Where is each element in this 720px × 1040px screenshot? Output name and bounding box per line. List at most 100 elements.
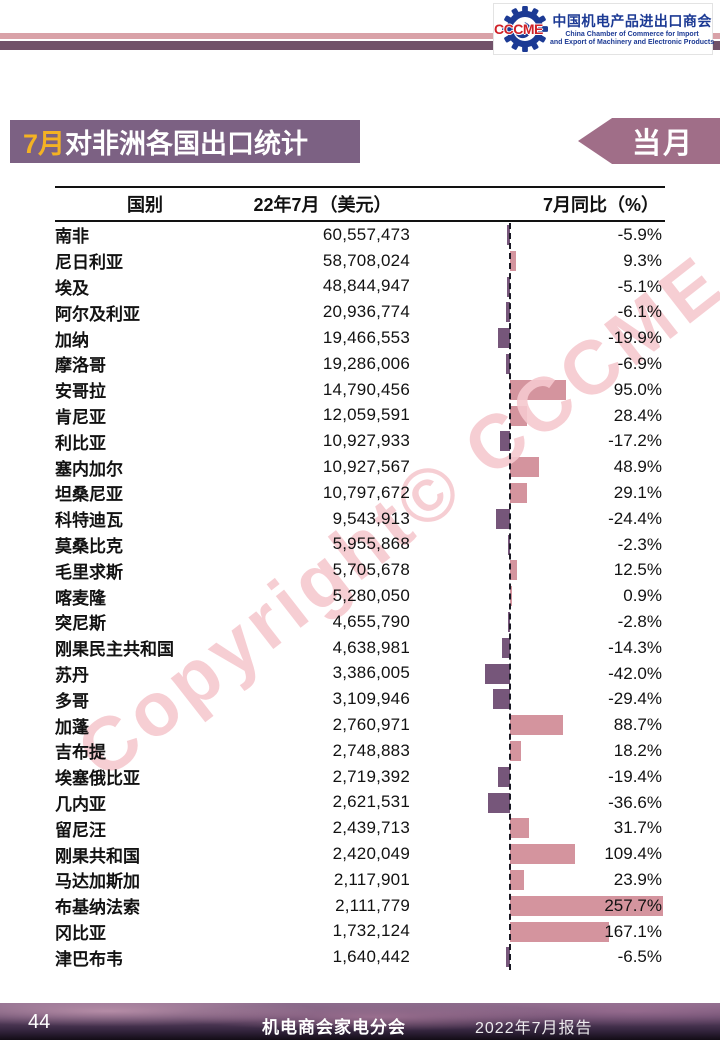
yoy-bar (498, 328, 510, 349)
pct-cell: 23.9% (613, 869, 662, 889)
country-cell: 坦桑尼亚 (55, 485, 123, 505)
pct-cell: 167.1% (604, 921, 662, 941)
value-cell: 3,109,946 (332, 689, 410, 709)
gear-logo-icon: CCCME (494, 5, 550, 53)
pct-cell: -6.5% (617, 947, 662, 967)
page-footer: 44 机电商会家电分会 2022年7月报告 (0, 1003, 720, 1040)
country-cell: 利比亚 (55, 433, 106, 453)
value-cell: 2,111,779 (335, 895, 410, 915)
pct-cell: 257.7% (604, 895, 662, 915)
pct-cell: -5.9% (617, 225, 662, 244)
table-row: 留尼汪 2,439,713 31.7% (55, 815, 665, 841)
country-cell: 安哥拉 (55, 382, 106, 402)
yoy-bar-cell: -2.3% (410, 532, 665, 558)
table-row: 南非 60,557,473 -5.9% (55, 222, 665, 248)
yoy-bar-cell: -2.8% (410, 609, 665, 635)
country-cell: 毛里求斯 (55, 562, 123, 582)
pct-cell: 9.3% (623, 250, 662, 270)
yoy-bar-cell: 48.9% (410, 454, 665, 480)
yoy-bar (488, 792, 510, 813)
country-cell: 加纳 (55, 330, 89, 350)
yoy-bar-cell: 95.0% (410, 377, 665, 403)
country-cell: 尼日利亚 (55, 253, 123, 273)
pct-cell: 109.4% (604, 844, 662, 864)
page-number: 44 (28, 1011, 51, 1033)
table-row: 摩洛哥 19,286,006 -6.9% (55, 351, 665, 377)
value-cell: 19,286,006 (322, 353, 410, 373)
yoy-bar (506, 947, 510, 968)
pct-cell: -36.6% (608, 792, 662, 812)
footer-branch-name: 机电商会家电分会 (262, 1018, 406, 1037)
logo-chinese-name: 中国机电产品进出口商会 (552, 12, 712, 29)
yoy-bar (510, 405, 527, 426)
value-cell: 1,732,124 (332, 921, 410, 941)
cccme-acronym: CCCME (494, 21, 543, 37)
table-row: 刚果共和国 2,420,049 109.4% (55, 841, 665, 867)
table-row: 突尼斯 4,655,790 -2.8% (55, 609, 665, 635)
yoy-bar (510, 844, 575, 865)
country-cell: 科特迪瓦 (55, 511, 123, 531)
yoy-bar (510, 482, 528, 503)
table-row: 阿尔及利亚 20,936,774 -6.1% (55, 299, 665, 325)
country-cell: 吉布提 (55, 743, 106, 763)
country-cell: 突尼斯 (55, 614, 106, 634)
top-stripe-purple (0, 41, 720, 50)
pct-cell: -29.4% (608, 689, 662, 709)
top-stripe-pink (0, 33, 720, 39)
table-header: 国别 22年7月（美元） 7月同比（%） (55, 186, 665, 222)
yoy-bar (506, 225, 510, 245)
country-cell: 阿尔及利亚 (55, 304, 140, 324)
country-cell: 马达加斯加 (55, 872, 140, 892)
section-title-bar: 7月 对非洲各国出口统计 (10, 120, 360, 163)
yoy-bar (495, 508, 510, 529)
pct-cell: 12.5% (613, 560, 662, 580)
logo-english-line2: and Export of Machinery and Electronic P… (550, 39, 715, 46)
value-cell: 60,557,473 (322, 224, 410, 244)
country-cell: 塞内加尔 (55, 459, 123, 479)
value-cell: 2,748,883 (332, 740, 410, 760)
yoy-bar-cell: 9.3% (410, 248, 665, 274)
table-row: 尼日利亚 58,708,024 9.3% (55, 248, 665, 274)
yoy-bar (510, 586, 512, 607)
yoy-bar-cell: 23.9% (410, 867, 665, 893)
value-cell: 58,708,024 (322, 250, 410, 270)
value-cell: 20,936,774 (322, 302, 410, 322)
country-cell: 南非 (55, 227, 89, 247)
country-cell: 留尼汪 (55, 820, 106, 840)
yoy-bar-cell: -29.4% (410, 686, 665, 712)
pct-cell: -42.0% (608, 663, 662, 683)
value-cell: 2,719,392 (332, 766, 410, 786)
pct-cell: 95.0% (613, 379, 662, 399)
yoy-bar-cell: 0.9% (410, 583, 665, 609)
table-row: 津巴布韦 1,640,442 -6.5% (55, 944, 665, 970)
table-row: 利比亚 10,927,933 -17.2% (55, 428, 665, 454)
value-cell: 19,466,553 (322, 328, 410, 348)
country-cell: 刚果共和国 (55, 846, 140, 866)
yoy-bar-cell: -36.6% (410, 790, 665, 816)
pct-cell: 29.1% (613, 482, 662, 502)
yoy-bar (501, 637, 510, 658)
value-cell: 5,955,868 (332, 534, 410, 554)
value-cell: 12,059,591 (322, 405, 410, 425)
yoy-bar (510, 379, 567, 400)
table-row: 加蓬 2,760,971 88.7% (55, 712, 665, 738)
yoy-bar (499, 431, 510, 452)
country-cell: 津巴布韦 (55, 949, 123, 969)
table-row: 喀麦隆 5,280,050 0.9% (55, 583, 665, 609)
yoy-bar-cell: 29.1% (410, 480, 665, 506)
country-cell: 多哥 (55, 691, 89, 711)
table-row: 多哥 3,109,946 -29.4% (55, 686, 665, 712)
table-row: 布基纳法索 2,111,779 257.7% (55, 893, 665, 919)
value-cell: 1,640,442 (332, 947, 410, 967)
table-body: 南非 60,557,473 -5.9% 尼日利亚 58,708,024 9.3%… (55, 222, 665, 970)
yoy-bar-cell: 28.4% (410, 403, 665, 429)
table-row: 吉布提 2,748,883 18.2% (55, 738, 665, 764)
yoy-bar (510, 250, 516, 271)
page-title: 对非洲各国出口统计 (65, 129, 309, 159)
table-row: 埃及 48,844,947 -5.1% (55, 274, 665, 300)
yoy-bar-cell: 18.2% (410, 738, 665, 764)
table-row: 塞内加尔 10,927,567 48.9% (55, 454, 665, 480)
country-cell: 莫桑比克 (55, 536, 123, 556)
yoy-bar (510, 740, 521, 761)
pct-cell: -5.1% (617, 276, 662, 296)
